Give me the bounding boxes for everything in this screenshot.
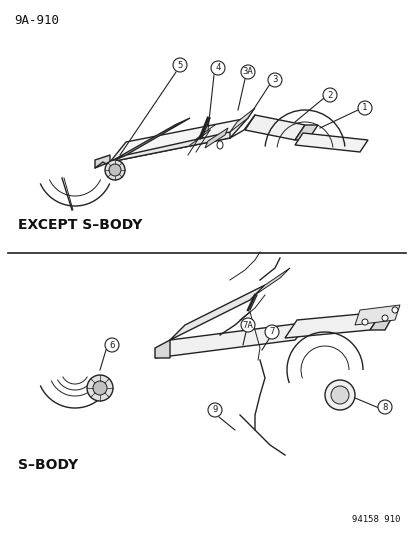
Circle shape [105,160,125,180]
Text: 4: 4 [215,63,220,72]
Text: 5: 5 [177,61,182,69]
Circle shape [391,307,397,313]
Polygon shape [95,155,110,168]
Circle shape [377,400,391,414]
Text: 9A-910: 9A-910 [14,14,59,27]
Text: 9: 9 [212,406,217,415]
Text: 8: 8 [381,402,387,411]
Polygon shape [244,115,304,140]
Circle shape [240,318,254,332]
Text: 2: 2 [327,91,332,100]
Text: 7A: 7A [242,320,253,329]
Polygon shape [204,128,228,148]
Circle shape [93,381,107,395]
Polygon shape [230,108,254,132]
Text: S–BODY: S–BODY [18,458,78,472]
Circle shape [105,338,119,352]
Circle shape [240,65,254,79]
Circle shape [87,375,113,401]
Circle shape [264,325,278,339]
Text: 3A: 3A [242,68,253,77]
Polygon shape [154,322,309,358]
Text: 6: 6 [109,341,114,350]
Polygon shape [110,132,230,162]
Circle shape [109,164,121,176]
Polygon shape [154,340,170,358]
Text: 7: 7 [269,327,274,336]
Circle shape [173,58,187,72]
Circle shape [207,403,221,417]
Polygon shape [284,312,381,338]
Circle shape [361,319,367,325]
Circle shape [330,386,348,404]
Polygon shape [354,305,399,325]
Text: 1: 1 [361,103,367,112]
Polygon shape [294,125,317,140]
Circle shape [381,315,387,321]
Text: 3: 3 [272,76,277,85]
Circle shape [322,88,336,102]
Circle shape [324,380,354,410]
Polygon shape [294,133,367,152]
Polygon shape [254,268,289,295]
Text: EXCEPT S–BODY: EXCEPT S–BODY [18,218,142,232]
Circle shape [211,61,224,75]
Circle shape [267,73,281,87]
Polygon shape [369,312,394,330]
Circle shape [357,101,371,115]
Polygon shape [110,118,247,162]
Text: 94158 910: 94158 910 [351,515,399,524]
Polygon shape [110,118,190,162]
Polygon shape [170,285,264,340]
